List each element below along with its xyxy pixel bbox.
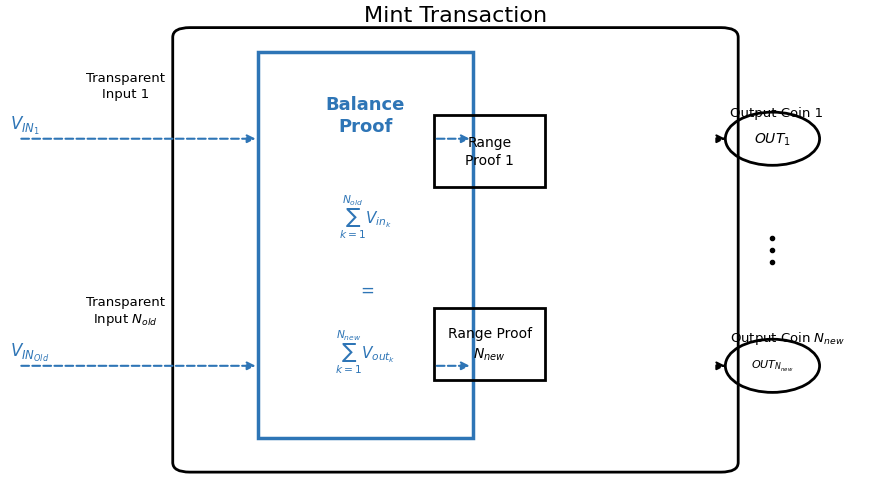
Text: Output Coin $N_{new}$: Output Coin $N_{new}$ bbox=[730, 330, 844, 347]
Text: $OUT_1$: $OUT_1$ bbox=[754, 131, 791, 148]
Text: $=$: $=$ bbox=[357, 280, 375, 298]
Text: $OUT_{N_{new}}$: $OUT_{N_{new}}$ bbox=[751, 359, 794, 374]
Text: Range
Proof 1: Range Proof 1 bbox=[465, 135, 514, 168]
Text: $\sum_{k=1}^{N_{old}} V_{in_k}$: $\sum_{k=1}^{N_{old}} V_{in_k}$ bbox=[339, 193, 392, 240]
Text: Transparent
Input $N_{old}$: Transparent Input $N_{old}$ bbox=[86, 295, 165, 327]
Text: Transparent
Input 1: Transparent Input 1 bbox=[86, 72, 165, 101]
Text: $V_{IN_1}$: $V_{IN_1}$ bbox=[10, 115, 40, 137]
Text: $\sum_{k=1}^{N_{new}} V_{out_k}$: $\sum_{k=1}^{N_{new}} V_{out_k}$ bbox=[335, 328, 395, 375]
Text: $V_{IN_{Old}}$: $V_{IN_{Old}}$ bbox=[10, 342, 50, 364]
Text: Balance
Proof: Balance Proof bbox=[326, 96, 405, 136]
Text: Output Coin 1: Output Coin 1 bbox=[730, 107, 822, 120]
Text: Range Proof
$N_{new}$: Range Proof $N_{new}$ bbox=[448, 327, 532, 362]
Text: Mint Transaction: Mint Transaction bbox=[364, 6, 547, 26]
